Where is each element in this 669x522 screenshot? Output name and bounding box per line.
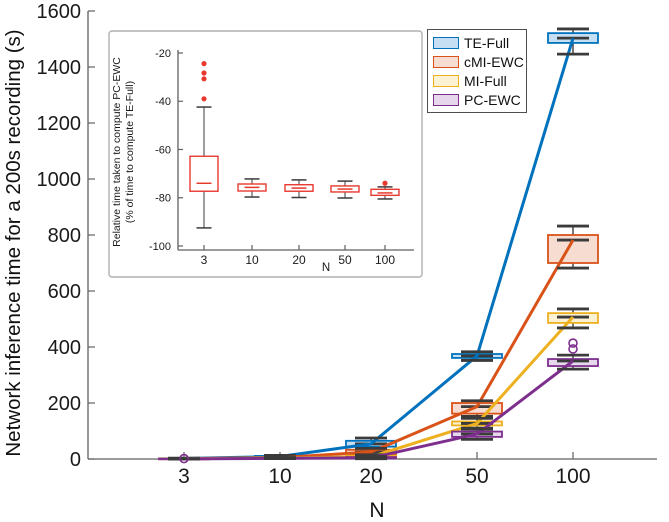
boxplot-cmi-ewc-N100 (547, 226, 599, 269)
y-tick-label: 600 (48, 281, 81, 303)
outlier-marker (382, 180, 388, 186)
series-pc-ewc (158, 338, 599, 464)
inset-y-axis-label-line1: Relative time taken to compute PC-EWC (111, 57, 123, 247)
legend-item-label: PC-EWC (464, 91, 521, 108)
x-tick-label: 20 (292, 253, 306, 267)
x-tick-label: 10 (268, 465, 291, 488)
legend-item: TE-Full (433, 33, 526, 52)
main-x-axis-label: N (369, 499, 385, 522)
main-axes: 0 200 400 600 800 1000 1200 1400 1600 3 10 20 50 100 (37, 1, 657, 488)
outlier-marker (201, 61, 207, 67)
x-tick-label: 10 (245, 253, 259, 267)
x-tick-label: 100 (555, 465, 590, 488)
inset-y-axis-label: Relative time taken to compute PC-EWC (%… (111, 57, 137, 247)
y-tick-label: -60 (155, 144, 171, 156)
legend-swatch-pc-ewc (433, 93, 459, 106)
inset-axes: -20 -40 -60 -80 -100 3 10 20 50 100 (149, 48, 414, 267)
main-y-axis-label: Network inference time for a 200s record… (2, 29, 25, 457)
y-tick-label: 800 (48, 225, 81, 247)
x-tick-label: 50 (338, 253, 352, 267)
outlier-marker (201, 70, 207, 76)
y-tick-label: -80 (155, 193, 171, 205)
x-tick-label: 100 (375, 253, 395, 267)
legend-item-label: cMI-EWC (464, 53, 524, 70)
legend-item-label: MI-Full (464, 72, 507, 89)
y-tick-label: 0 (70, 449, 81, 471)
boxplot-pc-ewc-relative-time-N10 (237, 178, 267, 198)
y-tick-label: 1400 (37, 57, 82, 79)
y-tick-label: 400 (48, 337, 81, 359)
x-tick-label: 3 (201, 253, 208, 267)
legend-swatch-mi-full (433, 74, 459, 87)
y-tick-label: -100 (149, 241, 171, 253)
outlier-marker (179, 453, 189, 464)
legend-item: MI-Full (433, 71, 526, 90)
boxplot-pc-ewc-relative-time-N50 (330, 181, 360, 198)
y-tick-label: -40 (155, 96, 171, 108)
inset-plot: -20 -40 -60 -80 -100 3 10 20 50 100 (108, 30, 423, 278)
y-tick-label: 200 (48, 393, 81, 415)
x-tick-label: 20 (359, 465, 382, 488)
inset-y-axis-label-line2: (% of time to compute TE-Full) (124, 80, 136, 224)
y-tick-label: -20 (155, 48, 171, 60)
series-pc-ewc-relative-time (189, 61, 400, 229)
outlier-marker (201, 96, 207, 102)
y-tick-label: 1200 (37, 113, 82, 135)
y-tick-label: 1000 (37, 169, 82, 191)
boxplot-pc-ewc-relative-time-N3 (189, 107, 219, 228)
inset-panel-border (108, 30, 423, 278)
boxplot-pc-ewc-relative-time-N20 (284, 179, 314, 198)
legend-item-label: TE-Full (464, 34, 510, 51)
x-tick-label: 3 (178, 465, 190, 488)
legend-item: PC-EWC (433, 90, 526, 109)
legend-item: cMI-EWC (433, 52, 526, 71)
inset-x-axis-label: N (321, 262, 331, 274)
outlier-marker (201, 76, 207, 82)
main-plot: 0 200 400 600 800 1000 1200 1400 1600 3 10 20 50 100 (37, 1, 657, 488)
legend-swatch-te-full (433, 36, 459, 49)
y-tick-label: 1600 (37, 1, 82, 23)
outlier-marker (568, 338, 578, 348)
x-tick-label: 50 (465, 465, 488, 488)
outlier-marker (568, 344, 578, 354)
legend: TE-Full cMI-EWC MI-Full PC-EWC (427, 29, 527, 113)
legend-swatch-cmi-ewc (433, 55, 459, 68)
